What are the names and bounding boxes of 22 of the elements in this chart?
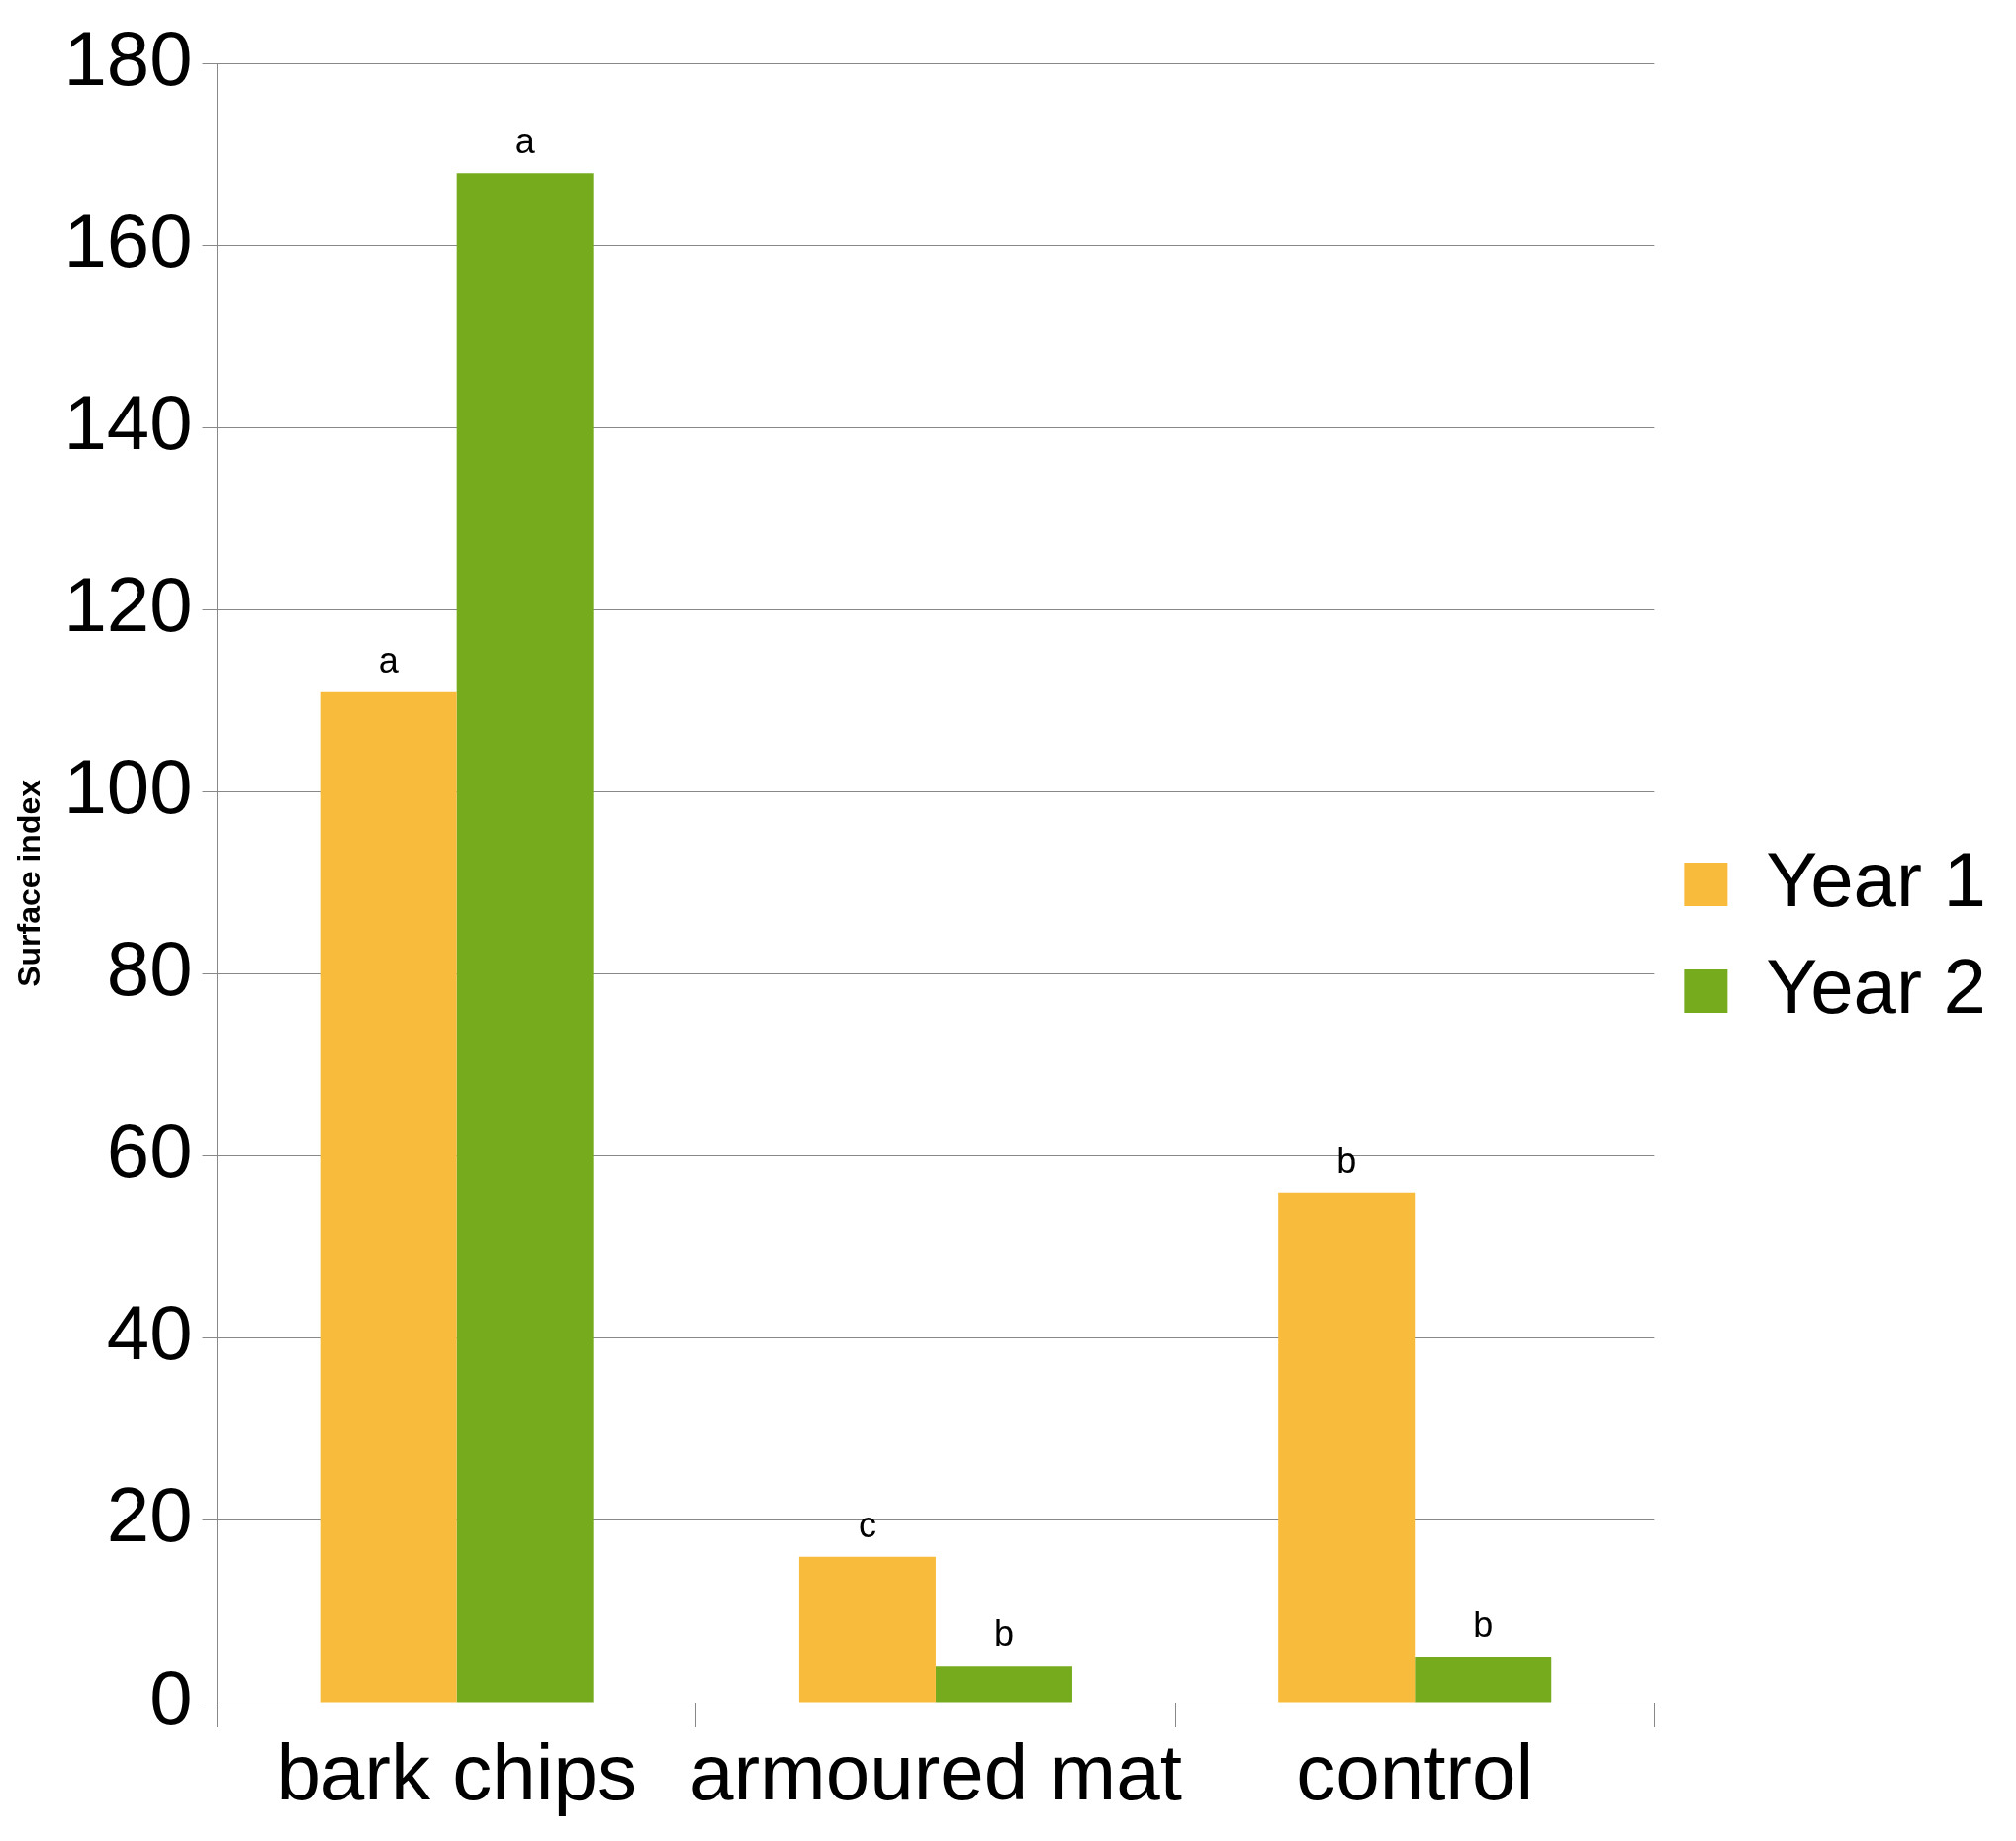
data-label: b — [1336, 1140, 1357, 1181]
data-label: c — [858, 1504, 876, 1545]
data-label: a — [514, 121, 536, 162]
legend-label: Year 1 — [1766, 835, 1987, 923]
y-tick-label: 160 — [63, 197, 193, 285]
x-tick-label: armoured mat — [688, 1728, 1182, 1817]
y-tick-label: 120 — [63, 561, 193, 649]
y-tick-label: 80 — [106, 925, 193, 1013]
y-tick-label: 180 — [63, 15, 193, 103]
y-tick-label: 20 — [106, 1471, 193, 1559]
legend-label: Year 2 — [1766, 942, 1987, 1030]
y-tick-label: 0 — [149, 1653, 193, 1741]
x-tick-label: bark chips — [276, 1728, 637, 1817]
y-tick-label: 140 — [63, 379, 193, 467]
data-label: b — [1473, 1604, 1494, 1645]
y-tick-label: 60 — [106, 1107, 193, 1195]
y-tick-label: 100 — [63, 743, 193, 831]
x-tick-label: control — [1296, 1728, 1534, 1817]
y-tick-label: 40 — [106, 1289, 193, 1377]
data-label: b — [993, 1613, 1014, 1655]
y-axis-title: Surface index — [11, 779, 47, 987]
data-label: a — [378, 639, 400, 681]
